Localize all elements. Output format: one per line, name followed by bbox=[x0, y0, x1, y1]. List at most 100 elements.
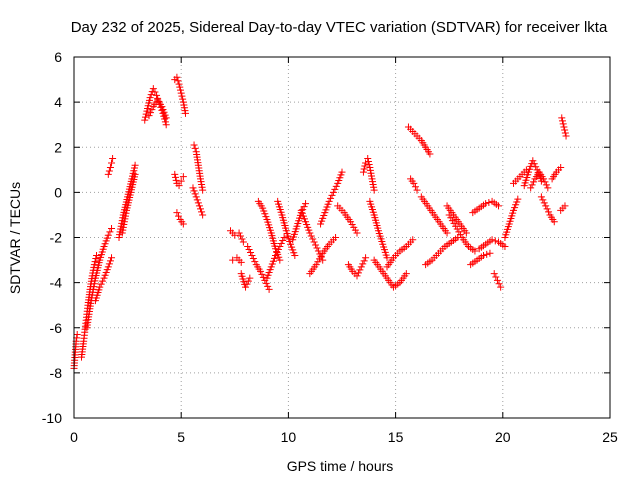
data-point-marker bbox=[471, 247, 479, 255]
data-point-marker bbox=[543, 205, 551, 213]
series-arc-3 bbox=[83, 224, 116, 332]
x-axis-label: GPS time / hours bbox=[287, 458, 394, 474]
data-point-marker bbox=[310, 238, 318, 246]
data-point-marker bbox=[175, 182, 183, 190]
data-point-marker bbox=[332, 182, 340, 190]
data-point-marker bbox=[199, 186, 207, 194]
series-arc-30 bbox=[370, 256, 410, 291]
data-point-marker bbox=[483, 250, 491, 258]
y-tick-label: -2 bbox=[50, 230, 63, 246]
data-point-marker bbox=[146, 109, 154, 117]
data-point-marker bbox=[312, 241, 320, 249]
x-tick-label: 15 bbox=[388, 429, 404, 445]
data-point-marker bbox=[162, 121, 170, 129]
data-point-marker bbox=[532, 163, 540, 171]
y-tick-label: 0 bbox=[54, 184, 62, 200]
series-arc-24 bbox=[306, 234, 340, 278]
y-tick-label: -10 bbox=[42, 410, 62, 426]
series-arc-13 bbox=[190, 141, 207, 194]
data-point-marker bbox=[307, 232, 315, 240]
data-point-marker bbox=[497, 283, 505, 291]
data-point-marker bbox=[242, 283, 250, 291]
x-tick-label: 0 bbox=[70, 429, 78, 445]
data-point-marker bbox=[229, 256, 237, 264]
data-point-marker bbox=[190, 187, 198, 195]
x-tick-label: 10 bbox=[281, 429, 297, 445]
data-point-marker bbox=[259, 273, 267, 281]
data-point-marker bbox=[231, 231, 239, 239]
data-point-marker bbox=[561, 202, 569, 210]
data-point-marker bbox=[562, 132, 570, 140]
data-point-marker bbox=[237, 258, 245, 266]
series-arc-49 bbox=[557, 202, 569, 214]
data-point-marker bbox=[364, 155, 372, 163]
series-arc-40 bbox=[475, 236, 509, 253]
data-point-marker bbox=[542, 181, 550, 189]
data-point-marker bbox=[104, 170, 112, 178]
chart-title: Day 232 of 2025, Sidereal Day-to-day VTE… bbox=[71, 19, 608, 36]
data-point-marker bbox=[108, 224, 116, 232]
data-point-marker bbox=[313, 244, 321, 252]
data-point-marker bbox=[486, 249, 494, 257]
data-point-marker bbox=[291, 252, 299, 260]
data-point-marker bbox=[131, 170, 139, 178]
x-tick-label: 5 bbox=[177, 429, 185, 445]
data-point-marker bbox=[490, 270, 498, 278]
series-arc-11 bbox=[171, 170, 187, 190]
data-point-marker bbox=[105, 260, 113, 268]
y-axis-label: SDTVAR / TECUs bbox=[7, 182, 23, 294]
data-point-marker bbox=[360, 257, 368, 265]
data-point-marker bbox=[179, 220, 187, 228]
data-point-marker bbox=[402, 270, 410, 278]
series-arc-26 bbox=[334, 202, 361, 237]
data-point-marker bbox=[109, 155, 117, 163]
data-point-marker bbox=[329, 188, 337, 196]
series-arc-45 bbox=[527, 168, 552, 192]
series-arc-46 bbox=[537, 193, 558, 226]
data-point-marker bbox=[175, 80, 183, 88]
data-point-marker bbox=[550, 218, 558, 226]
data-point-marker bbox=[360, 165, 368, 173]
data-point-marker bbox=[191, 190, 199, 198]
series-arc-32 bbox=[404, 123, 434, 158]
data-point-marker bbox=[248, 252, 256, 260]
data-point-marker bbox=[480, 252, 488, 260]
y-tick-label: 6 bbox=[54, 49, 62, 65]
data-point-marker bbox=[309, 235, 317, 243]
data-point-marker bbox=[196, 205, 204, 213]
data-point-marker bbox=[141, 113, 149, 121]
data-point-marker bbox=[514, 195, 522, 203]
series-arc-5 bbox=[104, 155, 117, 178]
data-point-marker bbox=[528, 181, 536, 189]
data-point-marker bbox=[131, 161, 139, 169]
data-points bbox=[70, 73, 570, 372]
data-point-marker bbox=[300, 203, 308, 211]
data-point-marker bbox=[356, 266, 364, 274]
data-point-marker bbox=[191, 144, 199, 152]
data-point-marker bbox=[171, 170, 179, 178]
series-arc-35 bbox=[422, 234, 462, 269]
data-point-marker bbox=[560, 123, 568, 131]
series-arc-9 bbox=[145, 96, 170, 122]
data-point-marker bbox=[243, 280, 251, 288]
data-point-marker bbox=[495, 202, 503, 210]
data-point-marker bbox=[238, 235, 246, 243]
data-point-marker bbox=[244, 277, 252, 285]
data-point-marker bbox=[544, 184, 552, 192]
series-arc-7 bbox=[118, 170, 139, 237]
y-tick-label: 4 bbox=[54, 94, 62, 110]
data-point-marker bbox=[176, 86, 184, 94]
data-point-marker bbox=[247, 249, 255, 257]
data-point-marker bbox=[280, 234, 288, 241]
data-point-marker bbox=[198, 208, 206, 216]
data-point-marker bbox=[173, 209, 181, 217]
series-arc-10 bbox=[171, 73, 189, 117]
series-arc-23 bbox=[297, 206, 327, 264]
x-tick-label: 20 bbox=[495, 429, 511, 445]
data-point-marker bbox=[557, 164, 565, 172]
data-point-marker bbox=[314, 247, 322, 255]
data-point-marker bbox=[177, 89, 185, 97]
data-point-marker bbox=[249, 255, 257, 263]
data-point-marker bbox=[383, 254, 391, 262]
